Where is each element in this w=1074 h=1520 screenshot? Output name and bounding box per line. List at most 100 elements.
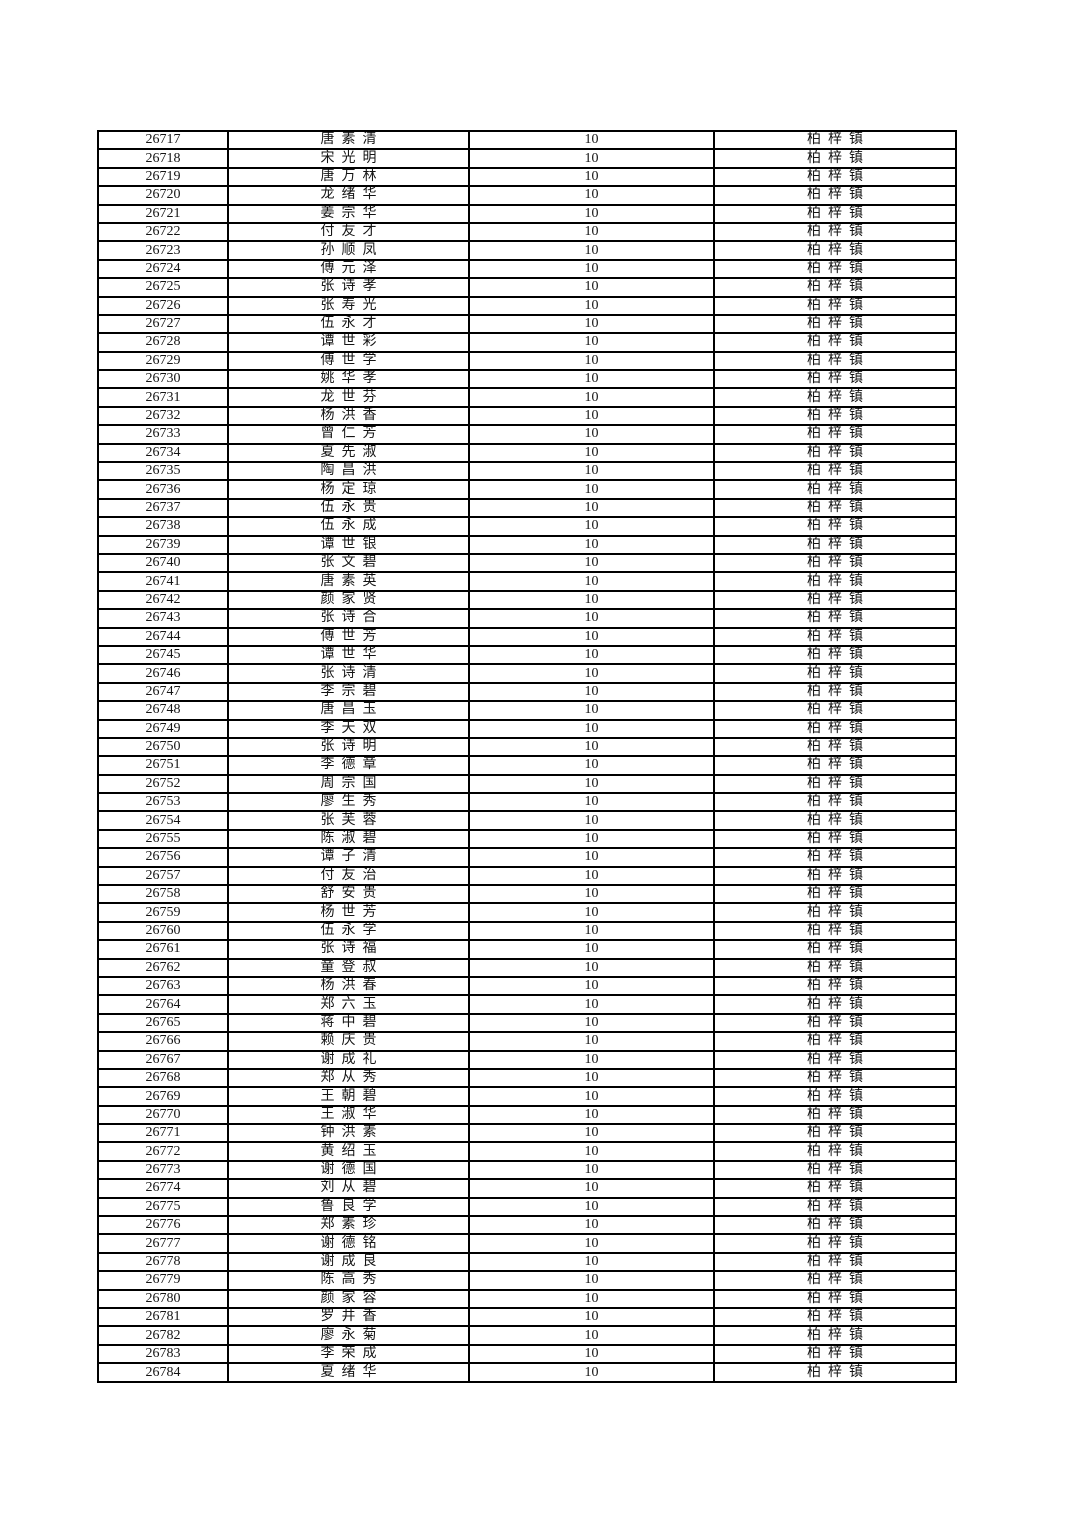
value-cell: 10 bbox=[468, 240, 715, 261]
name-cell: 郑六玉 bbox=[227, 994, 470, 1015]
name-cell: 伍永贵 bbox=[227, 497, 470, 519]
table-row: 26748 唐昌玉 10 柏梓镇 bbox=[97, 700, 957, 721]
table-row: 26727 伍永才 10 柏梓镇 bbox=[97, 313, 957, 335]
value-cell: 10 bbox=[468, 1270, 715, 1291]
town-cell: 柏梓镇 bbox=[713, 644, 957, 666]
table-row: 26738 伍永成 10 柏梓镇 bbox=[97, 516, 957, 537]
town-cell: 柏梓镇 bbox=[713, 975, 957, 997]
town-cell: 柏梓镇 bbox=[713, 1178, 957, 1199]
town-cell: 柏梓镇 bbox=[713, 258, 957, 280]
table-row: 26725 张诗孝 10 柏梓镇 bbox=[97, 277, 957, 298]
town-cell: 柏梓镇 bbox=[713, 755, 957, 776]
id-cell: 26757 bbox=[97, 865, 229, 887]
town-cell: 柏梓镇 bbox=[713, 1067, 957, 1089]
town-cell: 柏梓镇 bbox=[713, 387, 957, 408]
table-row: 26749 李天双 10 柏梓镇 bbox=[97, 718, 957, 739]
id-cell: 26755 bbox=[97, 828, 229, 850]
value-cell: 10 bbox=[468, 883, 715, 905]
name-cell: 李宗碧 bbox=[227, 681, 470, 703]
value-cell: 10 bbox=[468, 166, 715, 188]
name-cell: 张文碧 bbox=[227, 552, 470, 574]
name-cell: 傅世学 bbox=[227, 350, 470, 372]
value-cell: 10 bbox=[468, 1306, 715, 1328]
name-cell: 傅元泽 bbox=[227, 258, 470, 280]
id-cell: 26730 bbox=[97, 369, 229, 390]
value-cell: 10 bbox=[468, 129, 715, 151]
town-cell: 柏梓镇 bbox=[713, 148, 957, 169]
id-cell: 26734 bbox=[97, 442, 229, 464]
id-cell: 26756 bbox=[97, 847, 229, 868]
id-cell: 26783 bbox=[97, 1343, 229, 1365]
town-cell: 柏梓镇 bbox=[713, 1049, 957, 1070]
value-cell: 10 bbox=[468, 1159, 715, 1181]
name-cell: 张诗清 bbox=[227, 663, 470, 684]
town-cell: 柏梓镇 bbox=[713, 718, 957, 739]
table-row: 26718 宋光明 10 柏梓镇 bbox=[97, 148, 957, 169]
name-cell: 夏绪华 bbox=[227, 1362, 470, 1383]
value-cell: 10 bbox=[468, 1288, 715, 1310]
value-cell: 10 bbox=[468, 387, 715, 408]
name-cell: 王朝碧 bbox=[227, 1086, 470, 1107]
value-cell: 10 bbox=[468, 1343, 715, 1365]
value-cell: 10 bbox=[468, 1012, 715, 1034]
id-cell: 26733 bbox=[97, 424, 229, 445]
table-row: 26772 黄绍玉 10 柏梓镇 bbox=[97, 1141, 957, 1162]
name-cell: 刘从碧 bbox=[227, 1178, 470, 1199]
table-row: 26765 蒋中碧 10 柏梓镇 bbox=[97, 1012, 957, 1034]
table-row: 26746 张诗清 10 柏梓镇 bbox=[97, 663, 957, 684]
name-cell: 唐素清 bbox=[227, 129, 470, 151]
value-cell: 10 bbox=[468, 534, 715, 556]
town-cell: 柏梓镇 bbox=[713, 957, 957, 978]
name-cell: 伍永才 bbox=[227, 313, 470, 335]
id-cell: 26764 bbox=[97, 994, 229, 1015]
table-row: 26763 杨洪春 10 柏梓镇 bbox=[97, 975, 957, 997]
id-cell: 26722 bbox=[97, 221, 229, 243]
id-cell: 26775 bbox=[97, 1196, 229, 1218]
table-row: 26756 谭子清 10 柏梓镇 bbox=[97, 847, 957, 868]
name-cell: 伍永学 bbox=[227, 920, 470, 942]
town-cell: 柏梓镇 bbox=[713, 240, 957, 261]
value-cell: 10 bbox=[468, 975, 715, 997]
value-cell: 10 bbox=[468, 277, 715, 298]
table-row: 26781 罗井香 10 柏梓镇 bbox=[97, 1306, 957, 1328]
value-cell: 10 bbox=[468, 1215, 715, 1236]
table-row: 26728 谭世彩 10 柏梓镇 bbox=[97, 332, 957, 353]
value-cell: 10 bbox=[468, 258, 715, 280]
name-cell: 谭世银 bbox=[227, 534, 470, 556]
value-cell: 10 bbox=[468, 736, 715, 758]
town-cell: 柏梓镇 bbox=[713, 203, 957, 224]
table-row: 26770 王淑华 10 柏梓镇 bbox=[97, 1104, 957, 1126]
value-cell: 10 bbox=[468, 994, 715, 1015]
id-cell: 26768 bbox=[97, 1067, 229, 1089]
value-cell: 10 bbox=[468, 424, 715, 445]
town-cell: 柏梓镇 bbox=[713, 1215, 957, 1236]
name-cell: 姜宗华 bbox=[227, 203, 470, 224]
table-row: 26775 鲁良学 10 柏梓镇 bbox=[97, 1196, 957, 1218]
table-row: 26742 颜家贤 10 柏梓镇 bbox=[97, 589, 957, 611]
id-cell: 26726 bbox=[97, 295, 229, 316]
table-row: 26720 龙绪华 10 柏梓镇 bbox=[97, 185, 957, 206]
town-cell: 柏梓镇 bbox=[713, 994, 957, 1015]
name-cell: 姚华孝 bbox=[227, 369, 470, 390]
town-cell: 柏梓镇 bbox=[713, 571, 957, 592]
name-cell: 蒋中碧 bbox=[227, 1012, 470, 1034]
value-cell: 10 bbox=[468, 1049, 715, 1070]
table-row: 26750 张诗明 10 柏梓镇 bbox=[97, 736, 957, 758]
town-cell: 柏梓镇 bbox=[713, 1343, 957, 1365]
name-cell: 谭世彩 bbox=[227, 332, 470, 353]
name-cell: 张诗明 bbox=[227, 736, 470, 758]
table-row: 26723 孙顺凤 10 柏梓镇 bbox=[97, 240, 957, 261]
value-cell: 10 bbox=[468, 1196, 715, 1218]
town-cell: 柏梓镇 bbox=[713, 442, 957, 464]
value-cell: 10 bbox=[468, 902, 715, 923]
town-cell: 柏梓镇 bbox=[713, 350, 957, 372]
table-row: 26768 郑从秀 10 柏梓镇 bbox=[97, 1067, 957, 1089]
value-cell: 10 bbox=[468, 1251, 715, 1273]
table-row: 26737 伍永贵 10 柏梓镇 bbox=[97, 497, 957, 519]
name-cell: 付友治 bbox=[227, 865, 470, 887]
id-cell: 26777 bbox=[97, 1233, 229, 1254]
name-cell: 赖庆贵 bbox=[227, 1031, 470, 1052]
id-cell: 26782 bbox=[97, 1325, 229, 1346]
town-cell: 柏梓镇 bbox=[713, 1362, 957, 1383]
